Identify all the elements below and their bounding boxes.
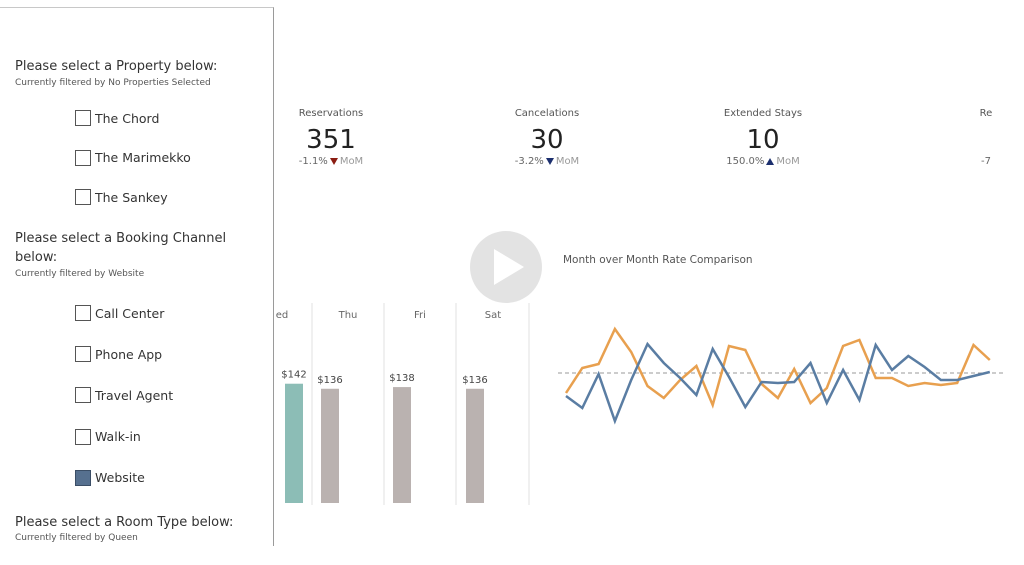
filter-panel: Please select a Property below: Currently… [0, 7, 274, 546]
kpi-label: Reservations [298, 108, 364, 119]
kpi-unit: MoM [776, 156, 800, 167]
checkbox[interactable] [75, 469, 91, 486]
checkbox[interactable] [75, 149, 91, 166]
filter-subtitle: Currently filtered by Queen [15, 533, 138, 543]
kpi-label: Extended Stays [723, 108, 803, 119]
kpi-label: Re [979, 108, 993, 119]
bar-value-label: $142 [281, 370, 306, 381]
kpi-value: 351 [306, 125, 356, 155]
filter-option[interactable]: The Chord [75, 109, 159, 127]
column-separators [311, 303, 530, 505]
filter-title: Please select a Room Type below: [15, 515, 234, 530]
kpi-change-value: -1.1% [298, 156, 328, 167]
kpi-change-value: 150.0% [726, 156, 765, 167]
kpi-label: Cancelations [514, 108, 580, 119]
option-label[interactable]: Phone App [95, 346, 163, 362]
filter-title: Please select a Booking Channel below: [15, 231, 227, 265]
kpi-change-value: -3.2% [514, 156, 544, 167]
kpi-value: 10 [746, 125, 780, 155]
checkbox[interactable] [75, 346, 91, 363]
kpi-tile: Re -7 [886, 108, 1003, 167]
bar-value-label: $138 [389, 373, 414, 384]
kpi-change: -1.1% MoM [231, 156, 431, 167]
kpi-tile: Reservations 351 -1.1% MoM [231, 108, 431, 167]
bar-value-label: $136 [462, 375, 487, 386]
kpi-unit: MoM [555, 156, 580, 167]
checkbox[interactable] [75, 428, 91, 445]
filter-option[interactable]: Call Center [75, 304, 164, 322]
filter-option[interactable]: Website [75, 469, 145, 487]
kpi-change: 150.0% MoM [663, 156, 863, 167]
filter-subtitle: Currently filtered by No Properties Sele… [15, 78, 211, 88]
line-series [565, 341, 991, 425]
kpi-tile: Extended Stays 10 150.0% MoM [663, 108, 863, 167]
option-label[interactable]: Website [95, 470, 145, 486]
checkbox[interactable] [75, 110, 91, 126]
kpi-arrow [545, 158, 554, 165]
play-icon[interactable] [494, 249, 524, 285]
filter-option[interactable]: Walk-in [75, 428, 141, 446]
checkbox[interactable] [75, 305, 91, 321]
filter-subtitle: Currently filtered by Website [15, 269, 145, 279]
line-series [564, 326, 991, 409]
kpi-unit: MoM [339, 156, 364, 167]
checkbox[interactable] [75, 189, 91, 205]
bar [321, 388, 339, 503]
column-header: Sat [485, 310, 501, 321]
column-header: Thu [338, 310, 358, 321]
bar-value-label: $136 [317, 375, 342, 386]
line-chart-title: Month over Month Rate Comparison [563, 254, 753, 266]
option-label[interactable]: Call Center [95, 305, 165, 321]
option-label[interactable]: The Marimekko [95, 150, 191, 165]
option-label[interactable]: The Sankey [95, 189, 168, 205]
filter-option[interactable]: The Sankey [75, 188, 168, 206]
option-label[interactable]: The Chord [95, 110, 160, 126]
kpi-arrow [766, 158, 775, 165]
kpi-change-value: -7 [981, 156, 991, 167]
kpi-value [886, 124, 1003, 156]
charts: Month over Month Rate Comparison ed $142 T… [276, 254, 1003, 505]
kpi-tile: Cancelations 30 -3.2% MoM [447, 108, 647, 167]
kpi-value: 30 [530, 125, 564, 155]
bar [466, 388, 484, 503]
filter-option[interactable]: Phone App [75, 345, 162, 363]
option-label[interactable]: Walk-in [95, 429, 141, 445]
filter-option[interactable]: Travel Agent [75, 386, 173, 404]
column-header: ed [276, 310, 289, 321]
bar [285, 383, 303, 503]
dashboard: Month over Month Rate Comparison ed $142 T… [231, 108, 1003, 505]
kpi-change: -7 [886, 156, 1003, 167]
play-button[interactable] [466, 227, 546, 307]
kpi-change: -3.2% MoM [447, 156, 647, 167]
bar [393, 387, 411, 503]
column-header: Fri [414, 310, 426, 321]
filter-option[interactable]: The Marimekko [75, 149, 191, 167]
filter-title: Please select a Property below: [15, 59, 218, 74]
option-label[interactable]: Travel Agent [95, 387, 174, 403]
kpi-arrow [329, 158, 338, 165]
checkbox[interactable] [75, 387, 91, 404]
